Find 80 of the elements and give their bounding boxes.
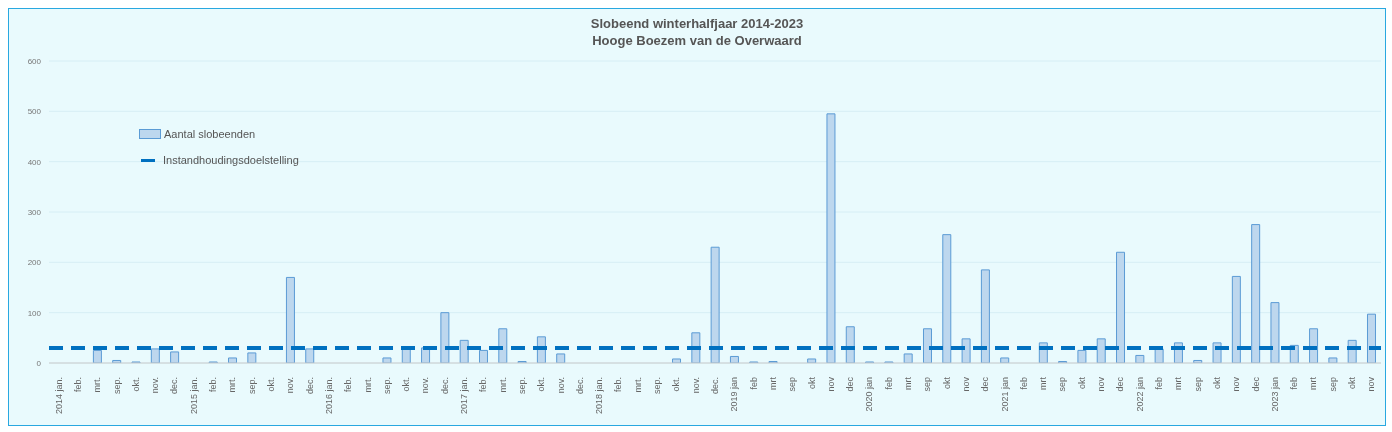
x-tick-label: nov.	[150, 377, 161, 394]
x-tick-label: dec.	[574, 377, 585, 395]
y-tick-label: 200	[27, 258, 42, 268]
x-tick-label: okt.	[671, 377, 682, 392]
x-tick-label: nov.	[285, 377, 296, 394]
x-tick-label: sep.	[652, 377, 663, 395]
x-tick-label: nov	[1231, 376, 1242, 392]
x-tick-label: sep.	[516, 377, 527, 395]
x-tick-label: mrt	[1038, 376, 1049, 390]
x-tick-label: okt	[1347, 376, 1358, 390]
x-tick-label: nov	[960, 376, 971, 392]
x-tick-label: dec.	[169, 377, 180, 395]
x-tick-label: nov	[1366, 376, 1377, 392]
x-tick-label: feb	[748, 377, 759, 390]
x-tick-label: mrt	[903, 376, 914, 390]
x-tick-label: sep.	[111, 377, 122, 395]
x-tick-label: mrt.	[632, 377, 643, 393]
x-tick-label: sep.	[246, 377, 257, 395]
x-tick-label: sep.	[381, 377, 392, 395]
x-tick-label: 2019 jan	[729, 377, 740, 412]
x-tick-label: okt.	[536, 377, 547, 392]
y-tick-label: 600	[27, 56, 42, 66]
chart-subtitle: Hooge Boezem van de Overwaard	[591, 32, 803, 49]
x-tick-label: mrt.	[362, 377, 373, 393]
x-tick-label: 2015 jan.	[188, 377, 199, 415]
x-tick-label: sep	[1327, 377, 1338, 392]
legend-label: Instandhoudingsdoelstelling	[162, 153, 299, 168]
x-tick-label: nov	[1096, 376, 1107, 392]
x-tick-label: mrt	[1308, 376, 1319, 390]
x-tick-label: dec.	[710, 377, 720, 395]
y-tick-label: 400	[27, 157, 42, 167]
x-tick-label: mrt.	[227, 377, 238, 393]
x-tick-label: 2023 jan	[1269, 377, 1280, 412]
y-tick-label: 0	[36, 358, 42, 368]
x-tick-label: feb.	[72, 377, 83, 393]
y-tick-label: 300	[27, 207, 42, 217]
x-tick-label: dec.	[439, 377, 450, 395]
x-tick-label: 2016 jan.	[323, 377, 334, 415]
x-tick-label: sep	[1192, 377, 1203, 392]
x-tick-label: feb.	[343, 377, 354, 393]
x-tick-label: feb.	[613, 377, 624, 393]
x-tick-label: mrt.	[92, 377, 103, 393]
x-tick-label: sep	[922, 377, 933, 392]
x-tick-label: feb	[883, 377, 894, 390]
x-tick-label: okt	[806, 376, 817, 390]
x-tick-label: 2022 jan	[1134, 377, 1145, 412]
x-tick-label: sep	[1057, 377, 1068, 392]
x-tick-label: okt.	[130, 377, 141, 392]
y-tick-label: 500	[27, 107, 42, 117]
x-tick-label: nov.	[690, 377, 701, 394]
x-tick-label: dec.	[304, 377, 315, 395]
x-tick-label: mrt	[767, 376, 778, 390]
x-tick-label: nov.	[420, 377, 431, 394]
x-tick-label: feb	[1154, 377, 1164, 390]
x-tick-label: nov.	[555, 377, 566, 394]
x-tick-label: okt	[1076, 376, 1087, 390]
x-tick-label: okt.	[266, 377, 276, 392]
y-tick-label: 100	[27, 308, 42, 318]
x-tick-label: feb.	[478, 377, 489, 393]
legend-label: Aantal slobeenden	[163, 127, 257, 142]
x-tick-label: feb	[1018, 377, 1029, 390]
x-tick-label: mrt.	[497, 377, 508, 393]
x-tick-label: feb	[1289, 377, 1300, 390]
x-tick-label: dec	[845, 376, 856, 392]
x-tick-label: dec	[1250, 376, 1261, 392]
x-tick-label: 2021 jan	[999, 377, 1010, 412]
x-tick-label: 2020 jan	[864, 377, 875, 412]
x-tick-label: okt	[1211, 376, 1222, 390]
x-tick-label: mrt	[1173, 376, 1184, 390]
x-tick-label: dec	[1115, 376, 1126, 392]
x-tick-label: 2017 jan.	[459, 377, 470, 415]
x-tick-label: 2014 jan.	[53, 377, 64, 415]
x-tick-label: 2018 jan.	[594, 377, 605, 415]
x-tick-label: nov	[825, 376, 836, 392]
chart-title: Slobeend winterhalfjaar 2014-2023	[589, 15, 805, 32]
x-tick-label: dec	[980, 376, 991, 392]
x-tick-label: sep	[787, 377, 798, 392]
x-tick-label: okt	[941, 376, 952, 390]
x-tick-label: okt.	[401, 377, 412, 392]
x-tick-label: feb.	[208, 377, 219, 393]
